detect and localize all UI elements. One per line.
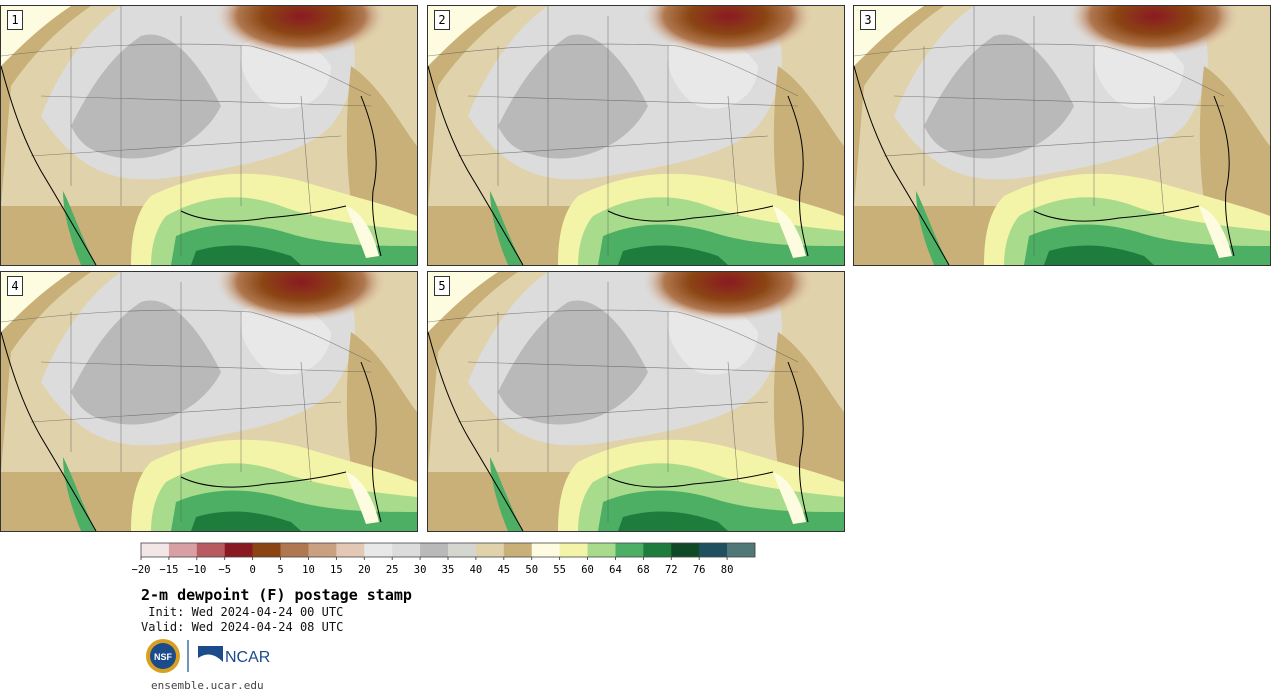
colorbar-tick-label: −20: [132, 564, 151, 576]
map-image: [428, 6, 844, 265]
colorbar-tick-label: 40: [470, 564, 483, 576]
colorbar-tick-label: 5: [277, 564, 283, 576]
map-panel-1: 1: [0, 5, 418, 266]
colorbar-swatch: [364, 543, 393, 557]
valid-time: Valid: Wed 2024-04-24 08 UTC: [141, 620, 344, 634]
colorbar-tick-label: 68: [637, 564, 650, 576]
nsf-logo: NSF: [146, 639, 180, 673]
colorbar-tick-label: 76: [693, 564, 706, 576]
map-image: [1, 272, 417, 531]
colorbar-tick-label: 25: [386, 564, 399, 576]
colorbar-tick-label: 15: [330, 564, 343, 576]
colorbar-tick-label: 0: [249, 564, 255, 576]
colorbar-swatch: [475, 543, 505, 557]
colorbar-tick-label: 55: [553, 564, 566, 576]
logos: NSF NCAR: [146, 639, 270, 673]
panel-number-label: 5: [434, 276, 450, 296]
colorbar-swatch: [615, 543, 644, 557]
colorbar-swatch: [280, 543, 309, 557]
colorbar-tick-label: 30: [414, 564, 427, 576]
colorbar-swatch: [587, 543, 616, 557]
colorbar-swatch: [643, 543, 672, 557]
colorbar-tick-label: 80: [721, 564, 734, 576]
colorbar-tick-label: −5: [218, 564, 231, 576]
map-image: [428, 272, 844, 531]
ncar-logo: NCAR: [198, 646, 270, 666]
colorbar-swatch: [224, 543, 253, 557]
map-panel-3: 3: [853, 5, 1271, 266]
website-link[interactable]: ensemble.ucar.edu: [151, 679, 264, 692]
map-panel-5: 5: [427, 271, 845, 532]
colorbar-swatch: [420, 543, 449, 557]
colorbar-tick-label: 64: [609, 564, 622, 576]
colorbar-swatch: [168, 543, 198, 557]
colorbar-tick-label: 10: [302, 564, 315, 576]
colorbar-swatch: [503, 543, 533, 557]
map-panel-4: 4: [0, 271, 418, 532]
panel-number-label: 1: [7, 10, 23, 30]
map-image: [854, 6, 1270, 265]
colorbar-tick-label: 60: [581, 564, 594, 576]
colorbar-tick-label: 50: [525, 564, 538, 576]
colorbar-tick-label: 35: [442, 564, 455, 576]
colorbar-swatch: [141, 543, 170, 557]
panel-number-label: 4: [7, 276, 23, 296]
panel-number-label: 3: [860, 10, 876, 30]
colorbar: −20 −15 −10 −5 0 5 10 15 20 25 30 35 40 45 50 55 60 64 68 7…: [132, 542, 756, 576]
svg-text:NSF: NSF: [154, 652, 173, 662]
panel-number-label: 2: [434, 10, 450, 30]
colorbar-swatch: [196, 543, 226, 557]
colorbar-tick-label: −15: [159, 564, 178, 576]
colorbar-swatch: [252, 543, 281, 557]
svg-text:NCAR: NCAR: [225, 649, 270, 666]
colorbar-swatch: [392, 543, 421, 557]
colorbar-tick-label: 20: [358, 564, 371, 576]
colorbar-swatch: [336, 543, 365, 557]
init-time: Init: Wed 2024-04-24 00 UTC: [141, 605, 344, 619]
colorbar-swatch: [559, 543, 588, 557]
map-panel-2: 2: [427, 5, 845, 266]
colorbar-swatch: [727, 543, 756, 557]
colorbar-swatch: [699, 543, 728, 557]
page-title: 2-m dewpoint (F) postage stamp: [141, 586, 412, 604]
colorbar-swatch: [448, 543, 477, 557]
colorbar-tick-label: 72: [665, 564, 678, 576]
colorbar-swatch: [671, 543, 700, 557]
colorbar-tick-label: 45: [497, 564, 510, 576]
colorbar-swatch: [308, 543, 337, 557]
colorbar-swatch: [531, 543, 560, 557]
colorbar-tick-label: −10: [187, 564, 206, 576]
map-image: [1, 6, 417, 265]
